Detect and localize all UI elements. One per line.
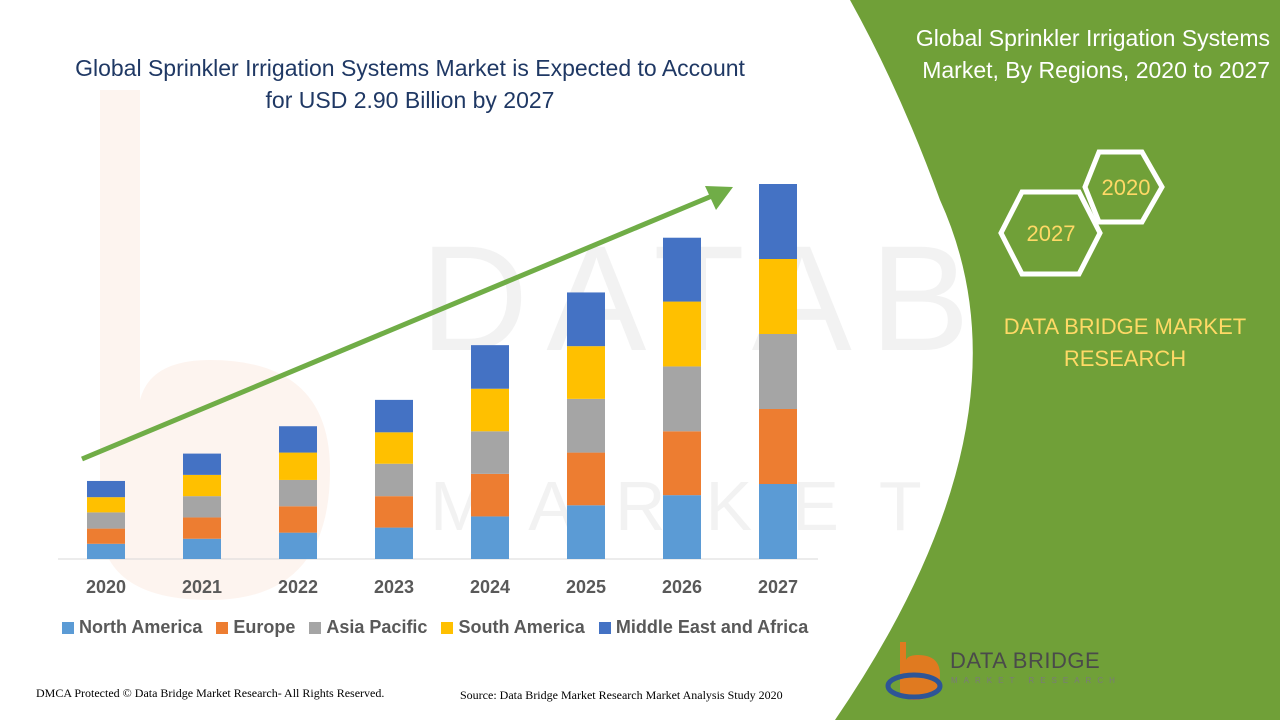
legend-label: South America xyxy=(458,617,585,637)
legend-swatch xyxy=(441,621,454,634)
legend-label: Europe xyxy=(233,617,296,637)
bar-segment-2023-north-america xyxy=(375,527,413,559)
bar-segment-2024-south-america xyxy=(471,388,509,432)
bar-segment-2021-europe xyxy=(183,517,221,539)
bar-segment-2023-europe xyxy=(375,496,413,528)
bar-segment-2021-south-america xyxy=(183,474,221,497)
chart-headline: Global Sprinkler Irrigation Systems Mark… xyxy=(75,55,745,113)
hexagon-2020 xyxy=(1082,149,1165,225)
bar-segment-2024-north-america xyxy=(471,516,509,559)
bars-group xyxy=(87,184,797,559)
x-tick-label: 2023 xyxy=(374,577,414,597)
bar-segment-2021-middle-east-and-africa xyxy=(183,453,221,475)
bar-segment-2027-north-america xyxy=(759,484,797,559)
legend-item: North America xyxy=(62,617,202,638)
bar-segment-2022-south-america xyxy=(279,452,317,480)
logo-sublabel: MARKET RESEARCH xyxy=(951,676,1121,685)
bar-segment-2024-middle-east-and-africa xyxy=(471,345,509,389)
bar-segment-2023-middle-east-and-africa xyxy=(375,399,413,433)
legend-item: Middle East and Africa xyxy=(598,617,809,638)
bar-segment-2020-south-america xyxy=(87,497,125,513)
bar-segment-2020-europe xyxy=(87,528,125,544)
bar-segment-2026-south-america xyxy=(663,301,701,367)
bar-segment-2020-north-america xyxy=(87,543,125,559)
x-tick-label: 2020 xyxy=(86,577,126,597)
source-text: Source: Data Bridge Market Research Mark… xyxy=(460,688,783,702)
growth-arrow xyxy=(81,186,733,462)
bar-segment-2026-asia-pacific xyxy=(663,366,701,432)
bar-segment-2022-middle-east-and-africa xyxy=(279,426,317,453)
hex-label-2020: 2020 xyxy=(1102,175,1151,200)
chart: 2020 2021 2022 2023 2024 2025 2026 2027 xyxy=(58,184,818,597)
bar-segment-2023-asia-pacific xyxy=(375,463,413,497)
bar-segment-2026-europe xyxy=(663,431,701,496)
legend-swatch xyxy=(216,621,229,634)
bar-segment-2025-north-america xyxy=(567,505,605,559)
bar-segment-2020-asia-pacific xyxy=(87,512,125,529)
bar-segment-2024-europe xyxy=(471,473,509,517)
legend-label: North America xyxy=(79,617,203,637)
bar-segment-2025-south-america xyxy=(567,346,605,399)
x-tick-label: 2022 xyxy=(278,577,318,597)
bar-segment-2024-asia-pacific xyxy=(471,431,509,474)
x-tick-label: 2024 xyxy=(470,577,510,597)
x-tick-labels: 2020 2021 2022 2023 2024 2025 2026 2027 xyxy=(86,577,798,597)
brand-text: DATA BRIDGE MARKET RESEARCH xyxy=(1003,314,1247,371)
logo-label: DATA BRIDGE xyxy=(950,648,1101,673)
bar-segment-2027-asia-pacific xyxy=(759,334,797,409)
legend-item: South America xyxy=(441,617,585,638)
legend-swatch xyxy=(309,621,322,634)
bar-segment-2025-middle-east-and-africa xyxy=(567,292,605,347)
hexagon-2027 xyxy=(998,189,1103,277)
chart-legend: North America Europe Asia Pacific South Ame… xyxy=(62,617,808,638)
hex-label-2027: 2027 xyxy=(1027,221,1076,246)
bar-segment-2022-europe xyxy=(279,506,317,533)
copyright-text: DMCA Protected © Data Bridge Market Rese… xyxy=(36,686,385,700)
bar-segment-2021-north-america xyxy=(183,538,221,559)
data-bridge-logo-icon xyxy=(885,642,943,700)
bar-segment-2022-asia-pacific xyxy=(279,479,317,507)
legend-swatch xyxy=(598,621,611,634)
bar-segment-2027-south-america xyxy=(759,259,797,334)
bar-segment-2025-asia-pacific xyxy=(567,398,605,453)
green-panel xyxy=(835,0,1280,720)
bar-segment-2026-north-america xyxy=(663,495,701,559)
bar-segment-2027-middle-east-and-africa xyxy=(759,184,797,259)
bar-segment-2026-middle-east-and-africa xyxy=(663,237,701,302)
legend-item: Asia Pacific xyxy=(309,617,427,638)
bar-segment-2021-asia-pacific xyxy=(183,496,221,518)
legend-label: Asia Pacific xyxy=(326,617,428,637)
legend-swatch xyxy=(62,621,74,634)
bar-segment-2023-south-america xyxy=(375,432,413,464)
x-tick-label: 2027 xyxy=(758,577,798,597)
bar-segment-2022-north-america xyxy=(279,532,317,559)
legend-item: Europe xyxy=(216,617,295,638)
bar-segment-2027-europe xyxy=(759,409,797,484)
bar-segment-2025-europe xyxy=(567,452,605,506)
legend-label: Middle East and Africa xyxy=(615,617,809,637)
x-tick-label: 2021 xyxy=(182,577,222,597)
x-tick-label: 2025 xyxy=(566,577,606,597)
x-tick-label: 2026 xyxy=(662,577,702,597)
panel-title: Global Sprinkler Irrigation Systems Mark… xyxy=(915,25,1270,83)
bar-segment-2020-middle-east-and-africa xyxy=(87,480,125,498)
